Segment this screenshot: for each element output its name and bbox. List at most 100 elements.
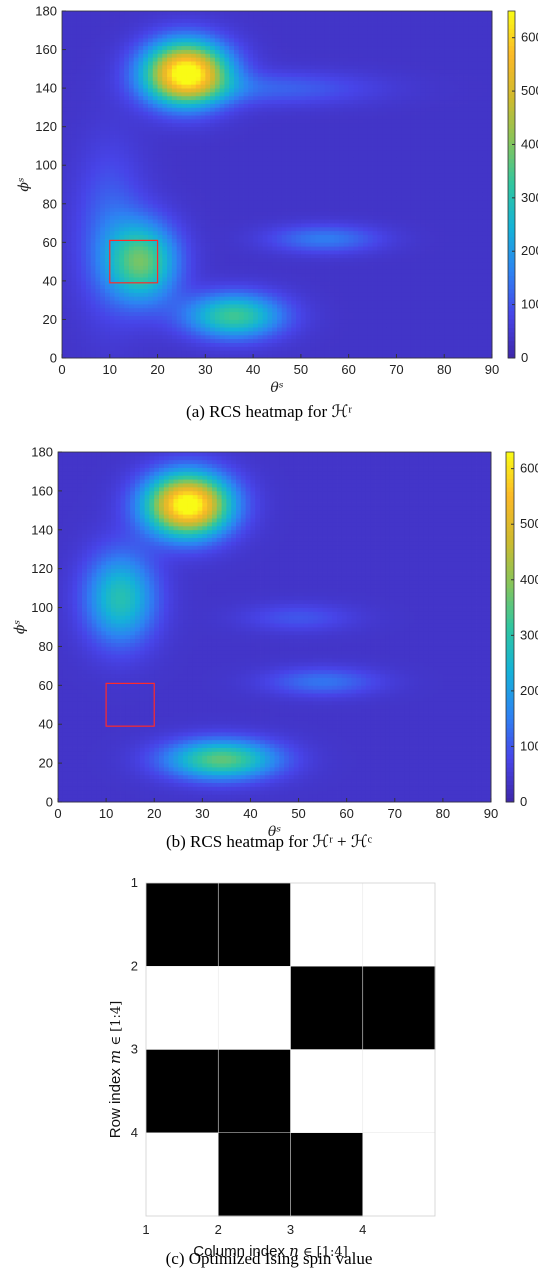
heatmap-cell xyxy=(305,153,311,158)
heatmap-cell xyxy=(71,172,77,178)
heatmap-cell xyxy=(324,184,330,189)
heatmap-cell xyxy=(81,207,87,212)
heatmap-cell xyxy=(90,180,96,185)
heatmap-cell xyxy=(128,145,135,151)
heatmap-cell xyxy=(277,45,283,50)
heatmap-cell xyxy=(281,34,287,39)
heatmap-cell xyxy=(310,211,316,216)
heatmap-cell xyxy=(296,153,302,158)
heatmap-panel-a: 0 10 20 30 40 50 60 70 80 90 0 20 40 60 80 100 120 140 160… xyxy=(0,0,538,432)
heatmap-cell xyxy=(157,61,163,66)
heatmap-cell xyxy=(133,41,139,47)
heatmap-cell xyxy=(138,95,144,101)
heatmap-cell xyxy=(272,261,278,266)
heatmap-cell xyxy=(200,53,206,58)
heatmap-cell xyxy=(200,180,206,185)
heatmap-cell xyxy=(191,223,197,228)
heatmap-cell xyxy=(291,304,297,309)
heatmap-cell xyxy=(234,142,240,147)
heatmap-cell xyxy=(229,157,235,162)
heatmap-cell xyxy=(234,230,240,236)
heatmap-cell xyxy=(248,215,254,220)
heatmap-cell xyxy=(157,192,163,197)
heatmap-cell xyxy=(105,115,111,120)
heatmap-cell xyxy=(62,91,68,97)
heatmap-cell xyxy=(214,57,221,62)
heatmap-cell xyxy=(114,234,120,239)
heatmap-cell xyxy=(210,230,216,236)
heatmap-cell xyxy=(133,57,139,62)
heatmap-cell xyxy=(100,253,106,259)
heatmap-cell xyxy=(138,338,144,343)
heatmap-cell xyxy=(219,300,225,305)
heatmap-cell xyxy=(66,354,72,359)
heatmap-cell xyxy=(320,238,326,243)
heatmap-cell xyxy=(138,72,144,77)
heatmap-cell xyxy=(324,253,330,259)
heatmap-cell xyxy=(105,284,111,289)
heatmap-cell xyxy=(238,53,244,58)
heatmap-cell xyxy=(133,284,139,289)
heatmap-cell xyxy=(76,319,82,324)
heatmap-cell xyxy=(200,76,206,81)
heatmap-cell xyxy=(119,41,125,47)
heatmap-cell xyxy=(138,22,144,27)
heatmap-cell xyxy=(248,122,254,128)
heatmap-cell xyxy=(109,284,115,289)
heatmap-cell xyxy=(176,203,182,209)
heatmap-cell xyxy=(119,203,125,209)
heatmap-cell xyxy=(105,246,111,251)
heatmap-cell xyxy=(300,91,307,97)
heatmap-cell xyxy=(310,157,316,162)
heatmap-cell xyxy=(310,199,316,205)
heatmap-cell xyxy=(62,180,68,185)
heatmap-cell xyxy=(277,30,283,35)
heatmap-cell xyxy=(128,149,135,155)
heatmap-cell xyxy=(152,149,158,155)
heatmap-cell xyxy=(243,196,249,201)
heatmap-cell xyxy=(167,284,173,289)
heatmap-cell xyxy=(81,161,87,166)
heatmap-cell xyxy=(248,250,254,255)
heatmap-cell xyxy=(186,61,192,66)
heatmap-cell xyxy=(257,315,264,320)
heatmap-cell xyxy=(100,57,106,62)
heatmap-cell xyxy=(71,142,77,147)
heatmap-cell xyxy=(248,199,254,205)
heatmap-cell xyxy=(186,238,192,243)
heatmap-cell xyxy=(224,253,230,259)
heatmap-cell xyxy=(272,80,278,85)
heatmap-cell xyxy=(85,327,92,332)
heatmap-cell xyxy=(210,14,216,20)
heatmap-cell xyxy=(128,22,135,27)
heatmap-cell xyxy=(205,319,211,324)
heatmap-cell xyxy=(114,184,120,189)
heatmap-cell xyxy=(176,238,182,243)
heatmap-cell xyxy=(124,41,130,47)
heatmap-cell xyxy=(124,338,130,343)
heatmap-cell xyxy=(152,122,158,128)
heatmap-cell xyxy=(143,196,149,201)
heatmap-cell xyxy=(324,265,330,270)
heatmap-cell xyxy=(272,230,278,236)
heatmap-cell xyxy=(324,350,330,355)
heatmap-cell xyxy=(105,149,111,155)
heatmap-cell xyxy=(152,184,158,189)
heatmap-cell xyxy=(181,111,187,116)
heatmap-cell xyxy=(167,149,173,155)
heatmap-cell xyxy=(205,107,211,112)
heatmap-cell xyxy=(71,350,77,355)
heatmap-cell xyxy=(296,284,302,289)
heatmap-cell xyxy=(171,284,178,289)
heatmap-cell xyxy=(100,327,106,332)
heatmap-cell xyxy=(186,149,192,155)
heatmap-cell xyxy=(62,234,68,239)
heatmap-cell xyxy=(238,223,244,228)
heatmap-cell xyxy=(286,49,292,54)
heatmap-cell xyxy=(176,76,182,81)
heatmap-cell xyxy=(191,49,197,54)
heatmap-cell xyxy=(66,145,72,151)
heatmap-cell xyxy=(62,223,68,228)
heatmap-cell xyxy=(81,134,87,139)
heatmap-cell xyxy=(157,323,163,328)
